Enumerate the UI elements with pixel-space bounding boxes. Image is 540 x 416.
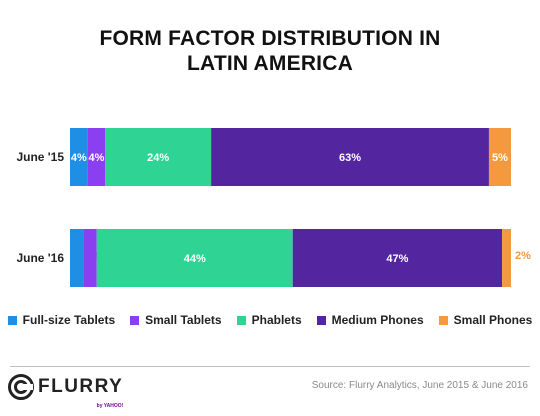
data-label: 4% [71,152,87,164]
bar-segment [96,229,293,287]
legend-swatch [236,315,246,325]
chart-legend: Full-size Tablets Small Tablets Phablets Me… [0,313,540,327]
bar-segment [83,229,97,287]
legend-item: Phablets [236,313,302,327]
data-label: 63% [339,152,361,164]
legend-label: Medium Phones [331,313,424,327]
legend-swatch [438,315,448,325]
bar-segment [87,128,106,186]
flurry-logo: FLURRY by YAHOO! [8,373,124,410]
legend-label: Small Tablets [145,313,222,327]
bar-segment [70,229,84,287]
legend-swatch [316,315,326,325]
data-label: 47% [386,253,408,265]
stacked-bar-chart: June '154%4%24%63%5%June '163%3%44%47%2% [16,128,531,287]
flurry-logo-wordmark: FLURRY [38,376,124,397]
yahoo-byline: by YAHOO! [96,403,124,409]
data-label: 5% [492,152,508,164]
bar-segment [488,128,511,186]
category-label: June '16 [16,251,64,265]
bar-segment [105,128,212,186]
chart-title-line-2: LATIN AMERICA [187,52,353,75]
legend-label: Small Phones [453,313,533,327]
category-label: June '15 [16,150,64,164]
bar-segment [211,128,489,186]
bar-segment [70,128,88,186]
data-label: 24% [147,152,169,164]
flurry-logo-icon [8,374,34,400]
data-label: 2% [515,250,531,262]
source-note: Source: Flurry Analytics, June 2015 & Ju… [311,380,528,391]
legend-swatch [7,315,17,325]
legend-item: Medium Phones [316,313,424,327]
chart-title-line-1: FORM FACTOR DISTRIBUTION IN [99,27,441,50]
bar-segment [292,229,503,287]
legend-swatch [130,315,140,325]
legend-item: Small Phones [438,313,533,327]
footer-divider [10,366,530,367]
data-label: 4% [89,152,105,164]
legend-item: Small Tablets [130,313,222,327]
legend-label: Phablets [251,313,302,327]
flurry-logo-text: FLURRY by YAHOO! [38,376,124,410]
legend-label: Full-size Tablets [22,313,116,327]
legend-item: Full-size Tablets [7,313,116,327]
data-label: 44% [184,253,206,265]
bar-segment [502,229,511,287]
chart-title: FORM FACTOR DISTRIBUTION IN LATIN AMERIC… [0,26,540,76]
